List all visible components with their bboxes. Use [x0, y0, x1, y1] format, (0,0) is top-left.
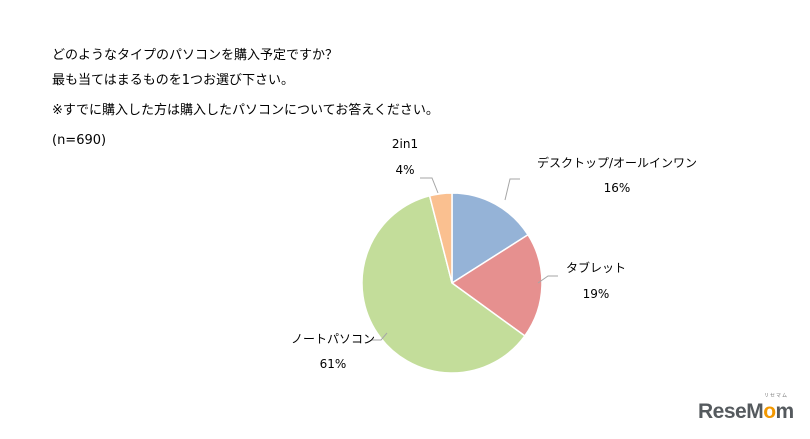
resemom-logo: ReseMom: [698, 400, 794, 423]
slice-label-3: ノートパソコン: [291, 332, 375, 346]
pie-labels: デスクトップ/オールインワン 16% タブレット 19% ノートパソコン 61% 2in1 4…: [291, 137, 697, 371]
slice-label-2: タブレット: [566, 260, 626, 275]
question-instruction: 最も当てはまるものを1つお選び下さい。: [52, 73, 295, 88]
sample-size: (n=690): [52, 133, 107, 148]
slice-value-1: 16%: [604, 181, 631, 195]
pie-slice-2: [450, 233, 543, 337]
slice-value-2: 19%: [583, 287, 610, 301]
slice-value-4: 4%: [395, 163, 414, 177]
slice-value-3: 61%: [320, 357, 347, 371]
pie-slice-3: [361, 194, 526, 374]
slice-label-1: デスクトップ/オールインワン: [537, 155, 697, 170]
leader-line-2: [537, 275, 558, 284]
question-note: ※すでに購入した方は購入したパソコンについてお答えください。: [52, 103, 439, 118]
leader-line-4: [420, 177, 439, 194]
leader-line-1: [504, 178, 520, 201]
slice-label-4: 2in1: [392, 137, 418, 151]
pie-slice-1: [451, 192, 530, 285]
pie-slices: [361, 192, 543, 374]
question-title: どのようなタイプのパソコンを購入予定ですか？: [52, 48, 339, 63]
pie-slice-4: [428, 192, 453, 284]
leader-line-3: [371, 332, 388, 341]
resemom-logo-ruby: リセマム: [764, 393, 789, 399]
